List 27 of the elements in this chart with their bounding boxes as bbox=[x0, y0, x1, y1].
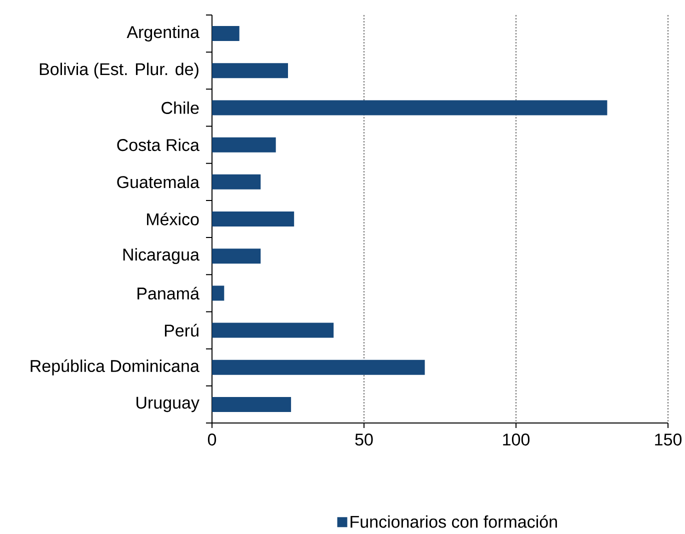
bar bbox=[212, 248, 261, 264]
y-tick-label: Nicaragua bbox=[123, 248, 200, 264]
y-tick-label: Costa Rica bbox=[117, 138, 200, 152]
bar bbox=[212, 322, 334, 338]
bar bbox=[212, 26, 240, 42]
legend-label: Funcionarios con formación bbox=[350, 515, 557, 528]
y-tick-label: Bolivia (Est. Plur. de) bbox=[40, 62, 198, 79]
y-tick-label: Perú bbox=[164, 324, 198, 337]
x-tick-label: 100 bbox=[503, 434, 530, 446]
y-tick-label: República Dominicana bbox=[30, 359, 200, 376]
bar bbox=[212, 100, 608, 116]
bar bbox=[212, 63, 288, 78]
y-tick-label: Panamá bbox=[138, 286, 200, 300]
bar bbox=[212, 212, 294, 227]
y-tick-label: Argentina bbox=[126, 26, 200, 42]
bar bbox=[212, 137, 276, 152]
x-tick-label: 150 bbox=[655, 434, 682, 446]
x-tick-label: 50 bbox=[355, 434, 373, 446]
bar bbox=[212, 360, 425, 375]
bar bbox=[212, 396, 292, 412]
bar bbox=[212, 286, 224, 301]
x-tick-label: 0 bbox=[208, 434, 216, 446]
y-tick-label: Uruguay bbox=[136, 396, 200, 412]
y-tick-label: México bbox=[147, 212, 199, 226]
bar bbox=[212, 174, 261, 190]
y-tick-label: Guatemala bbox=[117, 176, 200, 188]
y-tick-label: Chile bbox=[162, 101, 199, 114]
